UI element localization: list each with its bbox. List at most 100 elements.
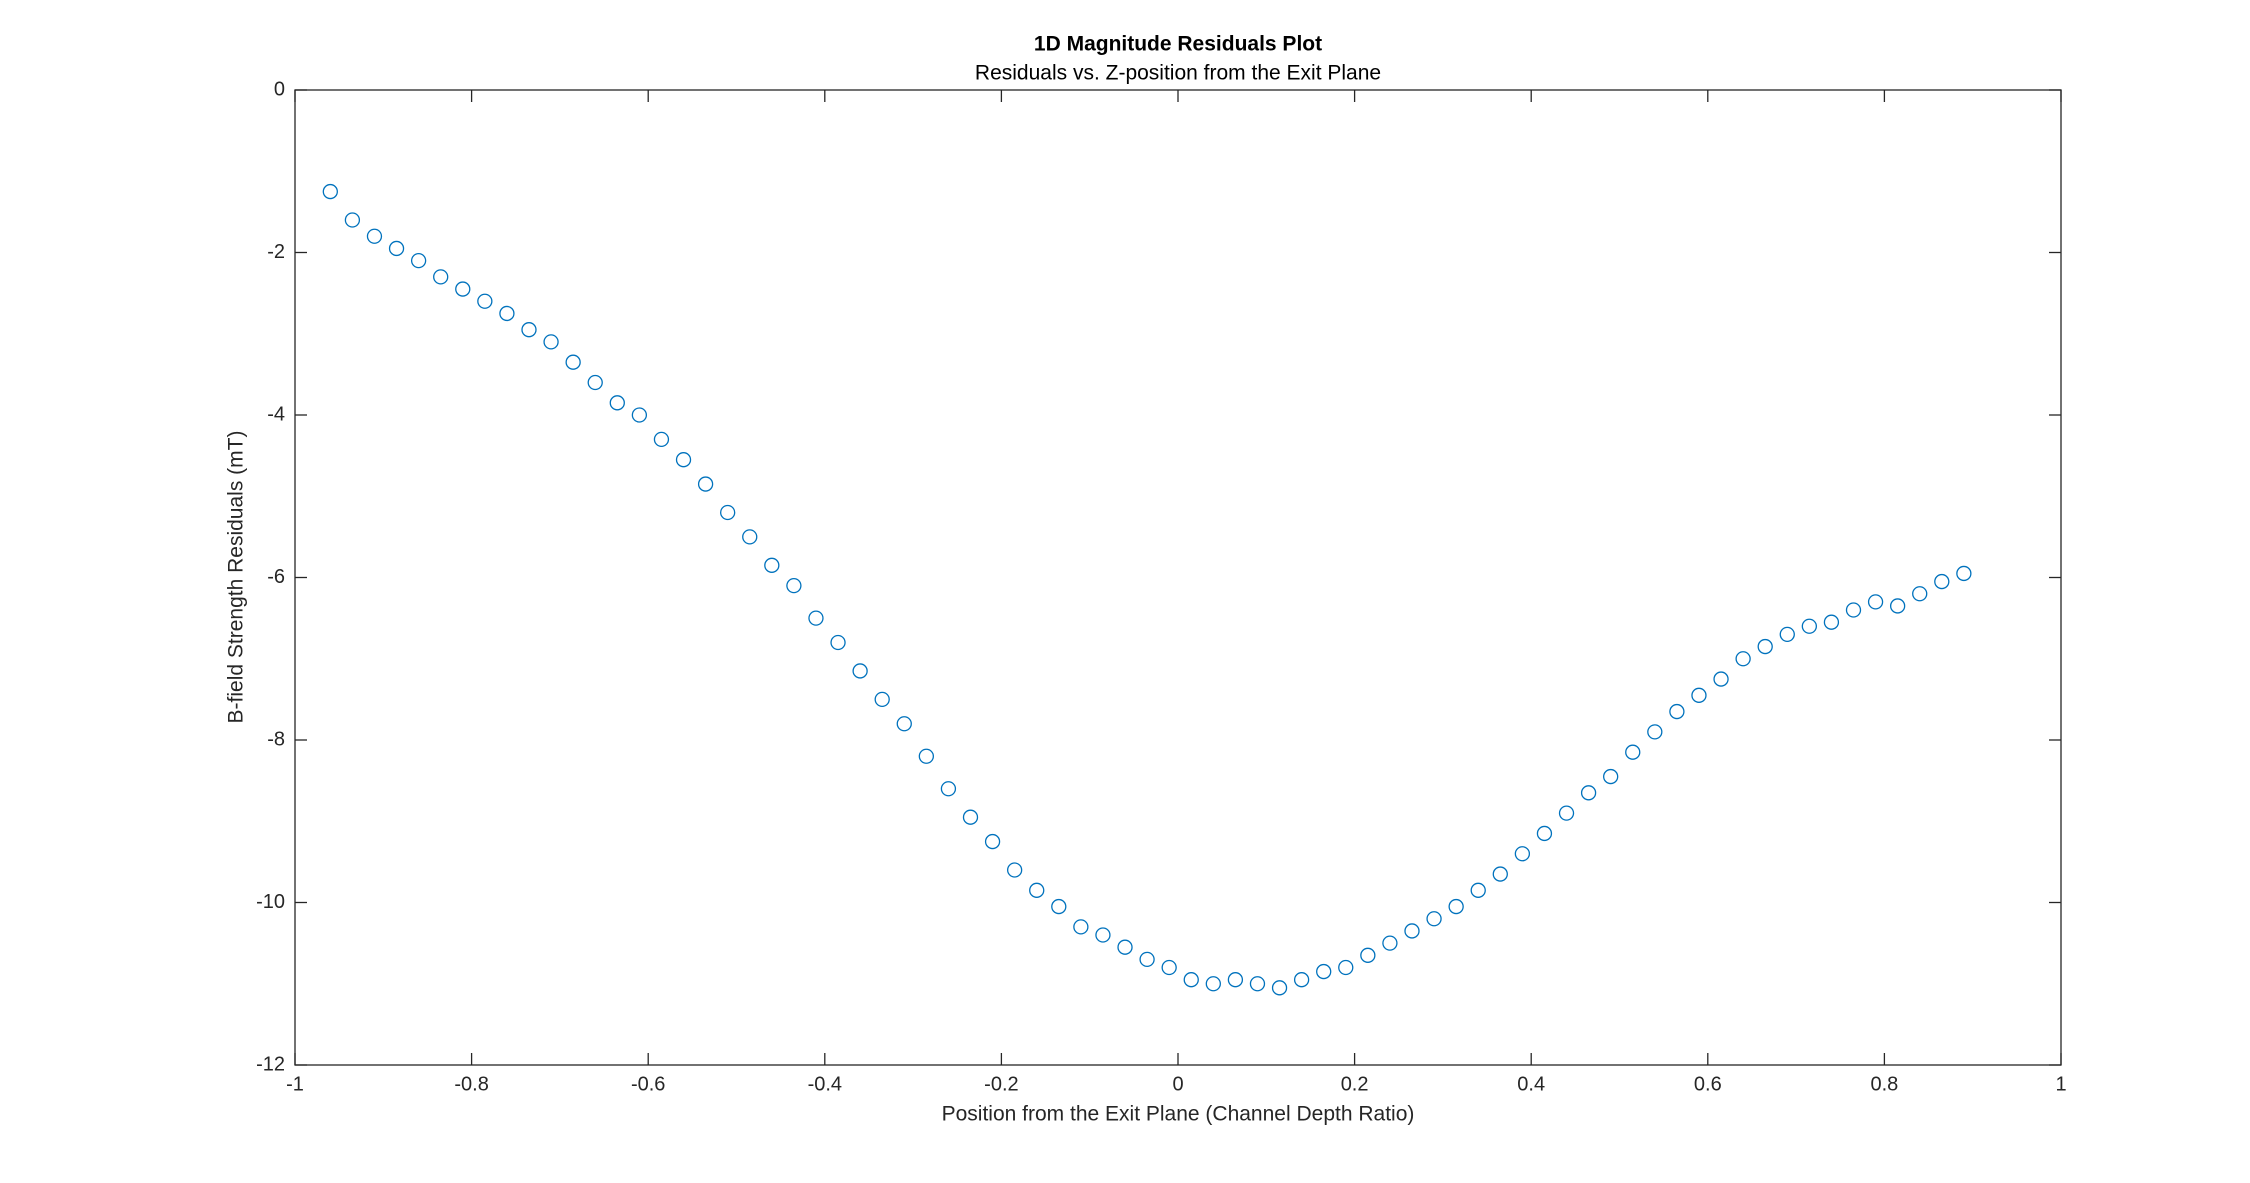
scatter-point — [1051, 898, 1067, 915]
scatter-point — [1514, 846, 1531, 862]
y-tick-label: -6 — [267, 566, 285, 588]
scatter-point — [1691, 687, 1707, 703]
scatter-point — [984, 833, 1001, 850]
scatter-point — [918, 748, 934, 764]
scatter-point — [455, 281, 471, 297]
scatter-point — [1779, 626, 1795, 643]
scatter-point — [1404, 923, 1420, 939]
scatter-point — [1227, 972, 1244, 988]
scatter-point — [1117, 939, 1133, 955]
scatter-point — [1956, 565, 1972, 582]
y-tick-label: -2 — [267, 241, 285, 263]
scatter-point — [1912, 586, 1928, 602]
scatter-point — [543, 334, 559, 350]
scatter-point — [565, 354, 581, 370]
x-tick-label: 0.8 — [1870, 1073, 1898, 1095]
scatter-point — [852, 663, 868, 679]
y-tick-label: -12 — [256, 1053, 285, 1075]
scatter-point — [786, 577, 802, 594]
plot-frame — [294, 89, 2062, 1066]
scatter-point — [1801, 618, 1817, 634]
scatter-point — [675, 452, 692, 468]
scatter-point — [1823, 614, 1840, 630]
scatter-point — [1867, 594, 1884, 610]
scatter-point — [1845, 602, 1862, 618]
scatter-point — [1470, 882, 1486, 898]
scatter-point — [1625, 744, 1641, 760]
x-tick-label: -1 — [286, 1073, 304, 1095]
x-tick-label: 1 — [2055, 1073, 2066, 1095]
scatter-point — [477, 293, 493, 309]
scatter-point — [742, 529, 758, 545]
scatter-point — [697, 476, 714, 492]
x-tick-label: 0 — [1172, 1073, 1183, 1095]
scatter-point — [940, 781, 957, 797]
scatter-point — [1603, 768, 1619, 785]
scatter-point — [1271, 980, 1288, 996]
scatter-point — [366, 228, 383, 244]
scatter-point — [1161, 959, 1177, 976]
scatter-point — [1558, 805, 1575, 821]
scatter-point — [1205, 976, 1221, 992]
x-tick-label: -0.6 — [631, 1073, 665, 1095]
scatter-point — [1757, 638, 1773, 655]
scatter-point — [830, 634, 846, 651]
x-tick-label: -0.2 — [984, 1073, 1018, 1095]
scatter-point — [653, 431, 670, 448]
chart-subtitle: Residuals vs. Z-position from the Exit P… — [975, 62, 1381, 85]
scatter-point — [521, 322, 537, 338]
scatter-point — [388, 240, 405, 257]
scatter-point — [1889, 598, 1906, 614]
scatter-point — [1029, 882, 1045, 898]
y-tick-label: -10 — [256, 891, 285, 913]
scatter-point — [1669, 703, 1685, 720]
scatter-point — [1073, 919, 1089, 935]
scatter-point — [1713, 671, 1729, 687]
scatter-point — [720, 504, 736, 521]
scatter-point — [1183, 972, 1199, 988]
y-tick-label: -8 — [267, 728, 285, 750]
scatter-point — [1139, 951, 1155, 968]
scatter-point — [344, 212, 361, 228]
scatter-point — [1426, 911, 1442, 927]
scatter-point — [433, 269, 449, 285]
scatter-point — [1338, 959, 1354, 976]
x-tick-label: 0.4 — [1517, 1073, 1545, 1095]
scatter-point — [609, 395, 625, 411]
scatter-point — [631, 407, 648, 423]
scatter-point — [1360, 947, 1376, 963]
scatter-point — [896, 716, 912, 732]
x-tick-label: -0.8 — [454, 1073, 488, 1095]
scatter-point — [1492, 866, 1508, 882]
scatter-point — [1934, 573, 1950, 590]
scatter-point — [499, 305, 515, 322]
y-tick-label: 0 — [274, 78, 285, 100]
y-axis-label: B-field Strength Residuals (mT) — [225, 431, 248, 724]
scatter-point — [962, 809, 979, 825]
chart-title: 1D Magnitude Residuals Plot — [1034, 33, 1322, 56]
scatter-point — [1647, 724, 1663, 740]
scatter-point — [874, 691, 890, 708]
scatter-point — [322, 183, 338, 200]
scatter-point — [1293, 972, 1310, 988]
x-tick-label: 0.6 — [1694, 1073, 1722, 1095]
scatter-point — [764, 557, 780, 573]
scatter-point — [1249, 976, 1266, 992]
x-tick-label: -0.4 — [808, 1073, 842, 1095]
scatter-point — [1382, 935, 1398, 951]
y-tick-label: -4 — [267, 403, 285, 425]
scatter-point — [1580, 785, 1597, 801]
scatter-point — [808, 610, 824, 626]
scatter-point — [1735, 651, 1751, 667]
scatter-point — [1095, 927, 1111, 943]
scatter-point — [1316, 963, 1332, 980]
x-tick-label: 0.2 — [1341, 1073, 1369, 1095]
scatter-point — [587, 374, 603, 391]
scatter-point — [1448, 898, 1464, 915]
scatter-point — [1006, 862, 1023, 878]
x-axis-label: Position from the Exit Plane (Channel De… — [942, 1103, 1415, 1126]
scatter-point — [410, 252, 427, 269]
scatter-point — [1536, 825, 1553, 842]
